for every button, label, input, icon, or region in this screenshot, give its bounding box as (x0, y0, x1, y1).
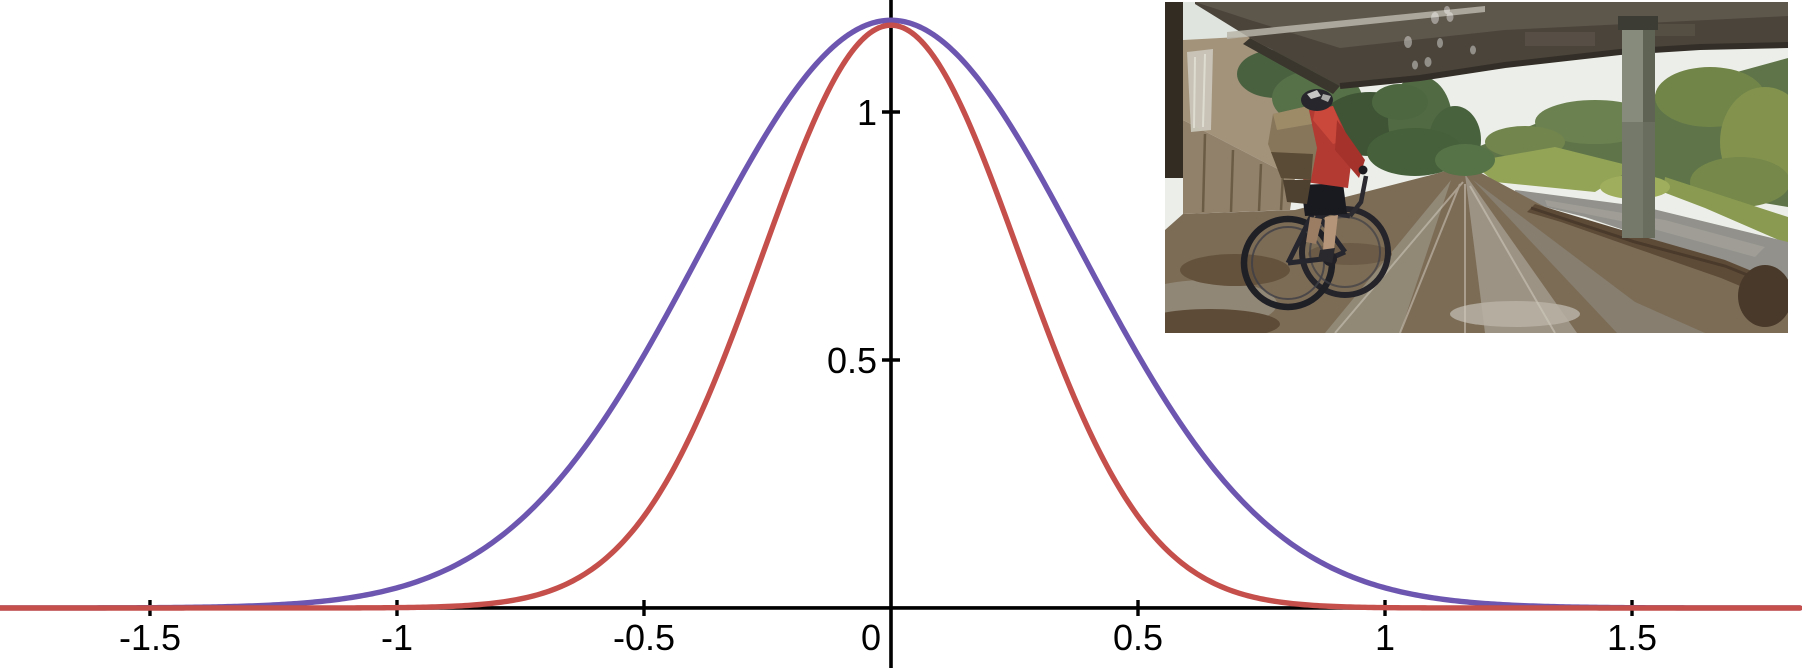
narrow-bell-curve (0, 22, 1802, 611)
bridge-pillar (1618, 16, 1658, 238)
x-tick-label: 1.5 (1607, 617, 1657, 658)
wall-joints (1201, 133, 1285, 213)
y-tick-label: 0.5 (827, 340, 877, 381)
bridge-railing (1227, 6, 1485, 39)
shoe (1318, 248, 1335, 263)
lens-droplets (1404, 6, 1476, 70)
cyclist (1240, 89, 1391, 311)
inset-photo (1165, 2, 1788, 333)
x-tick-label: 1 (1375, 617, 1395, 658)
wet-streaks (1334, 181, 1556, 333)
jacket-arm (1335, 120, 1365, 178)
shorts (1301, 183, 1347, 216)
right-leg (1323, 215, 1338, 251)
pillar-capital (1618, 16, 1658, 30)
glove (1358, 165, 1368, 175)
girder-edge (1243, 38, 1340, 94)
x-tick-label: -1 (381, 617, 413, 658)
left-leg (1306, 217, 1322, 244)
y-tick-label: 1 (857, 92, 877, 133)
photo-scene (1165, 2, 1788, 333)
x-tick-label: 0.5 (1113, 617, 1163, 658)
handlebar (1348, 175, 1369, 218)
saddle-bag (1283, 180, 1311, 204)
mud-bank (1527, 204, 1788, 327)
x-tick-label: -1.5 (119, 617, 181, 658)
x-tick-label: -0.5 (613, 617, 675, 658)
wide-bell-curve (0, 17, 1802, 611)
grass-bank (1470, 147, 1788, 244)
origin-label: 0 (861, 617, 881, 658)
water-cascade (1187, 49, 1213, 132)
